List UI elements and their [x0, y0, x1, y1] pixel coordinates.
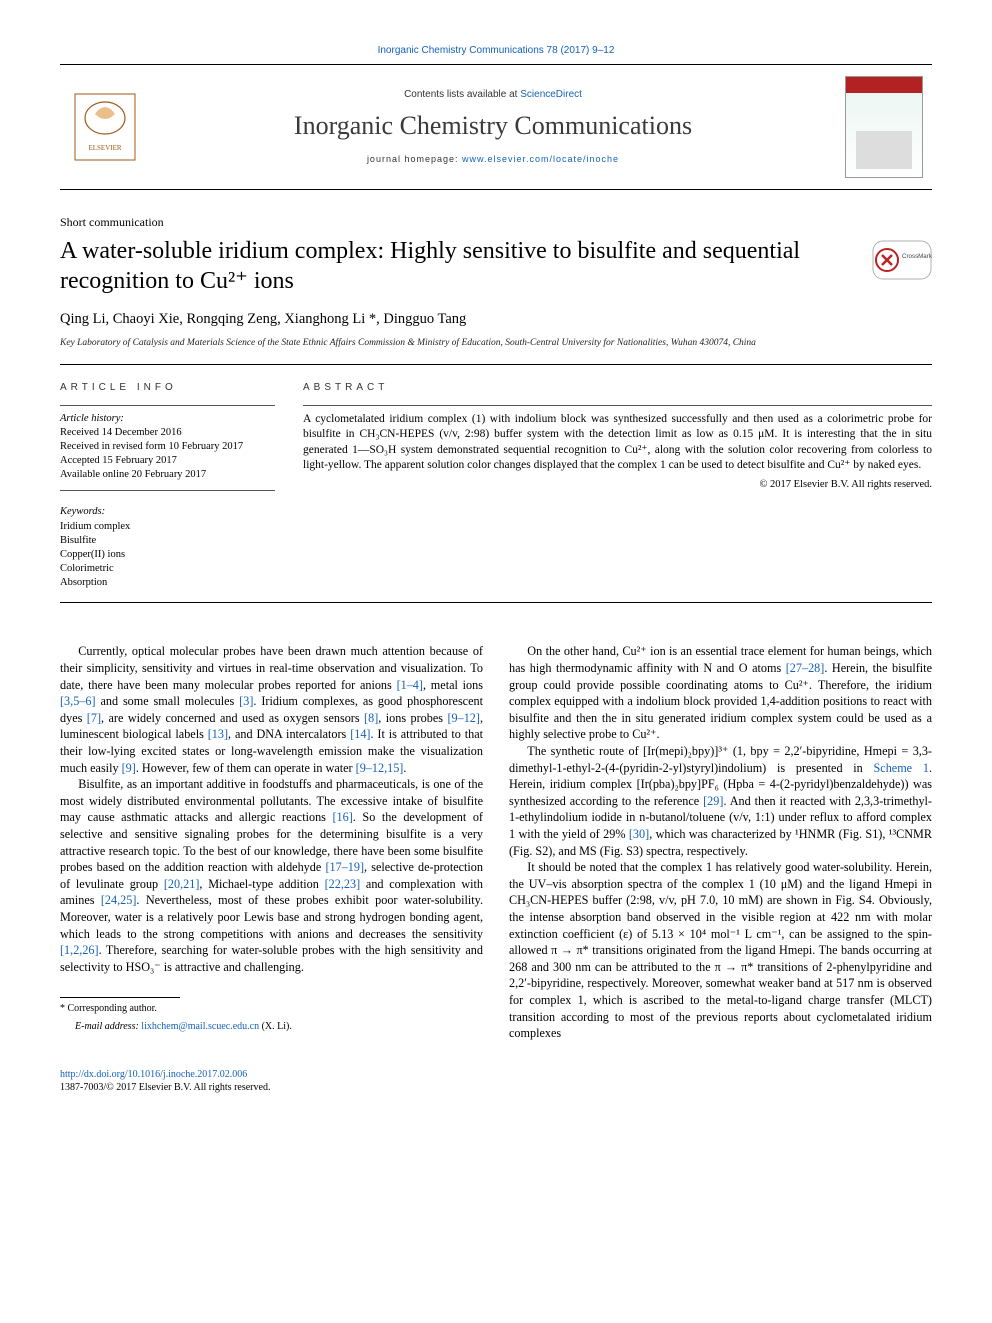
journal-banner: ELSEVIER Contents lists available at Sci… — [60, 64, 932, 190]
history-line: Accepted 15 February 2017 — [60, 454, 275, 468]
authors: Qing Li, Chaoyi Xie, Rongqing Zeng, Xian… — [60, 310, 932, 330]
corresponding-email: E-mail address: lixhchem@mail.scuec.edu.… — [60, 1020, 483, 1034]
body-para: Currently, optical molecular probes have… — [60, 643, 483, 776]
ref-link[interactable]: [13] — [208, 727, 228, 741]
ref-link[interactable]: [16] — [332, 810, 352, 824]
ref-link[interactable]: [27–28] — [786, 661, 825, 675]
footer: http://dx.doi.org/10.1016/j.inoche.2017.… — [60, 1068, 932, 1095]
history-label: Article history: — [60, 412, 275, 426]
journal-cover-icon — [845, 76, 923, 178]
article-title: A water-soluble iridium complex: Highly … — [60, 236, 858, 296]
homepage-pre: journal homepage: — [367, 154, 462, 164]
keywords-label: Keywords: — [60, 505, 275, 519]
body-text: Currently, optical molecular probes have… — [60, 643, 932, 1041]
history-line: Received in revised form 10 February 201… — [60, 440, 275, 454]
keyword: Absorption — [60, 576, 275, 590]
journal-homepage-link[interactable]: www.elsevier.com/locate/inoche — [462, 154, 619, 164]
ref-link[interactable]: [1,2,26] — [60, 943, 99, 957]
abstract-text: A cyclometalated iridium complex (1) wit… — [303, 412, 932, 474]
ref-link[interactable]: [9–12,15] — [356, 761, 404, 775]
article-type: Short communication — [60, 214, 932, 230]
sciencedirect-link[interactable]: ScienceDirect — [520, 89, 582, 100]
ref-link[interactable]: [14] — [350, 727, 370, 741]
affiliation: Key Laboratory of Catalysis and Material… — [60, 337, 932, 350]
journal-name: Inorganic Chemistry Communications — [294, 108, 692, 143]
ref-link[interactable]: [20,21] — [164, 877, 200, 891]
ref-link[interactable]: Scheme 1 — [874, 761, 929, 775]
issn-copyright: 1387-7003/© 2017 Elsevier B.V. All right… — [60, 1082, 270, 1093]
cover-thumb-cell — [836, 65, 932, 189]
elsevier-logo-icon: ELSEVIER — [73, 92, 137, 162]
divider — [60, 490, 275, 491]
journal-issue-link[interactable]: Inorganic Chemistry Communications 78 (2… — [60, 44, 932, 58]
email-link[interactable]: lixhchem@mail.scuec.edu.cn — [141, 1021, 259, 1032]
divider — [60, 405, 275, 406]
doi-link[interactable]: http://dx.doi.org/10.1016/j.inoche.2017.… — [60, 1069, 247, 1080]
body-para: The synthetic route of [Ir(mepi)₂bpy)]³⁺… — [509, 743, 932, 859]
footnote-divider — [60, 997, 180, 998]
svg-text:ELSEVIER: ELSEVIER — [88, 144, 121, 152]
ref-link[interactable]: [24,25] — [101, 893, 137, 907]
corresponding-author: * Corresponding author. — [60, 1002, 483, 1016]
ref-link[interactable]: [29] — [703, 794, 723, 808]
ref-link[interactable]: [1–4] — [397, 678, 423, 692]
divider — [60, 602, 932, 603]
ref-link[interactable]: [9] — [122, 761, 136, 775]
ref-link[interactable]: [9–12] — [447, 711, 480, 725]
ref-link[interactable]: [3,5–6] — [60, 694, 96, 708]
body-para: It should be noted that the complex 1 ha… — [509, 859, 932, 1042]
keyword: Colorimetric — [60, 562, 275, 576]
ref-link[interactable]: [8] — [364, 711, 378, 725]
keyword: Bisulfite — [60, 534, 275, 548]
history-line: Available online 20 February 2017 — [60, 468, 275, 482]
ref-link[interactable]: [30] — [629, 827, 649, 841]
abstract-head: abstract — [303, 381, 932, 395]
publisher-logo-cell: ELSEVIER — [60, 65, 150, 189]
divider — [303, 405, 932, 406]
article-info-head: article info — [60, 381, 275, 395]
body-para: Bisulfite, as an important additive in f… — [60, 776, 483, 975]
svg-text:CrossMark: CrossMark — [902, 253, 932, 260]
contents-list-line: Contents lists available at ScienceDirec… — [404, 88, 582, 102]
crossmark-icon[interactable]: CrossMark — [872, 240, 932, 280]
ref-link[interactable]: [17–19] — [325, 860, 364, 874]
ref-link[interactable]: [3] — [239, 694, 253, 708]
contents-pre: Contents lists available at — [404, 89, 520, 100]
keyword: Iridium complex — [60, 520, 275, 534]
history-line: Received 14 December 2016 — [60, 426, 275, 440]
ref-link[interactable]: [22,23] — [325, 877, 361, 891]
ref-link[interactable]: [7] — [87, 711, 101, 725]
abstract-copyright: © 2017 Elsevier B.V. All rights reserved… — [303, 478, 932, 492]
keyword: Copper(II) ions — [60, 548, 275, 562]
body-para: On the other hand, Cu²⁺ ion is an essent… — [509, 643, 932, 743]
journal-homepage-line: journal homepage: www.elsevier.com/locat… — [367, 153, 619, 165]
